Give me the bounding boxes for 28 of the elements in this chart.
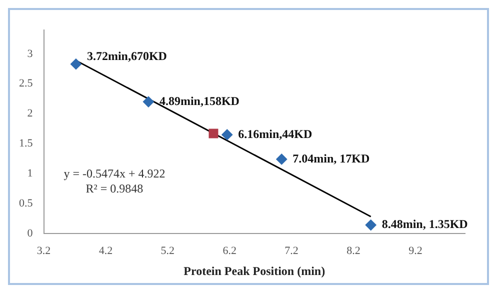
annotation: 6.16min,44KD — [238, 126, 312, 141]
point — [365, 220, 376, 231]
x-tick-label: 9.2 — [408, 244, 422, 257]
point — [70, 58, 82, 70]
y-tick-label: 1 — [27, 167, 33, 180]
x-tick-label: 7.2 — [284, 244, 298, 257]
annotation: R² = 0.9848 — [86, 182, 144, 196]
annotation: 4.89min,158KD — [159, 94, 240, 108]
x-tick-label: 4.2 — [98, 244, 113, 257]
y-tick-label: 0 — [27, 227, 34, 240]
y-tick-label: 0.5 — [19, 197, 34, 210]
point — [208, 128, 218, 138]
annotation: 8.48min, 1.35KD — [382, 217, 468, 232]
x-tick-label: 6.2 — [222, 244, 236, 257]
x-tick-label: 5.2 — [160, 244, 175, 257]
annotation: 3.72min,670KD — [86, 49, 168, 64]
x-tick-label: 3.2 — [36, 244, 51, 257]
x-axis-title: Protein Peak Position (min) — [184, 264, 326, 278]
y-tick-label: 3 — [27, 48, 34, 60]
point — [222, 129, 233, 140]
annotation: y = -0.5474x + 4.922 — [64, 166, 166, 181]
annotation: 7.04min, 17KD — [292, 151, 370, 166]
point — [142, 96, 154, 108]
point — [276, 154, 288, 165]
x-tick-label: 8.2 — [346, 244, 360, 257]
y-tick-label: 1.5 — [19, 138, 34, 150]
y-tick-label: 2 — [27, 108, 33, 120]
y-tick-label: 2.5 — [19, 78, 34, 90]
